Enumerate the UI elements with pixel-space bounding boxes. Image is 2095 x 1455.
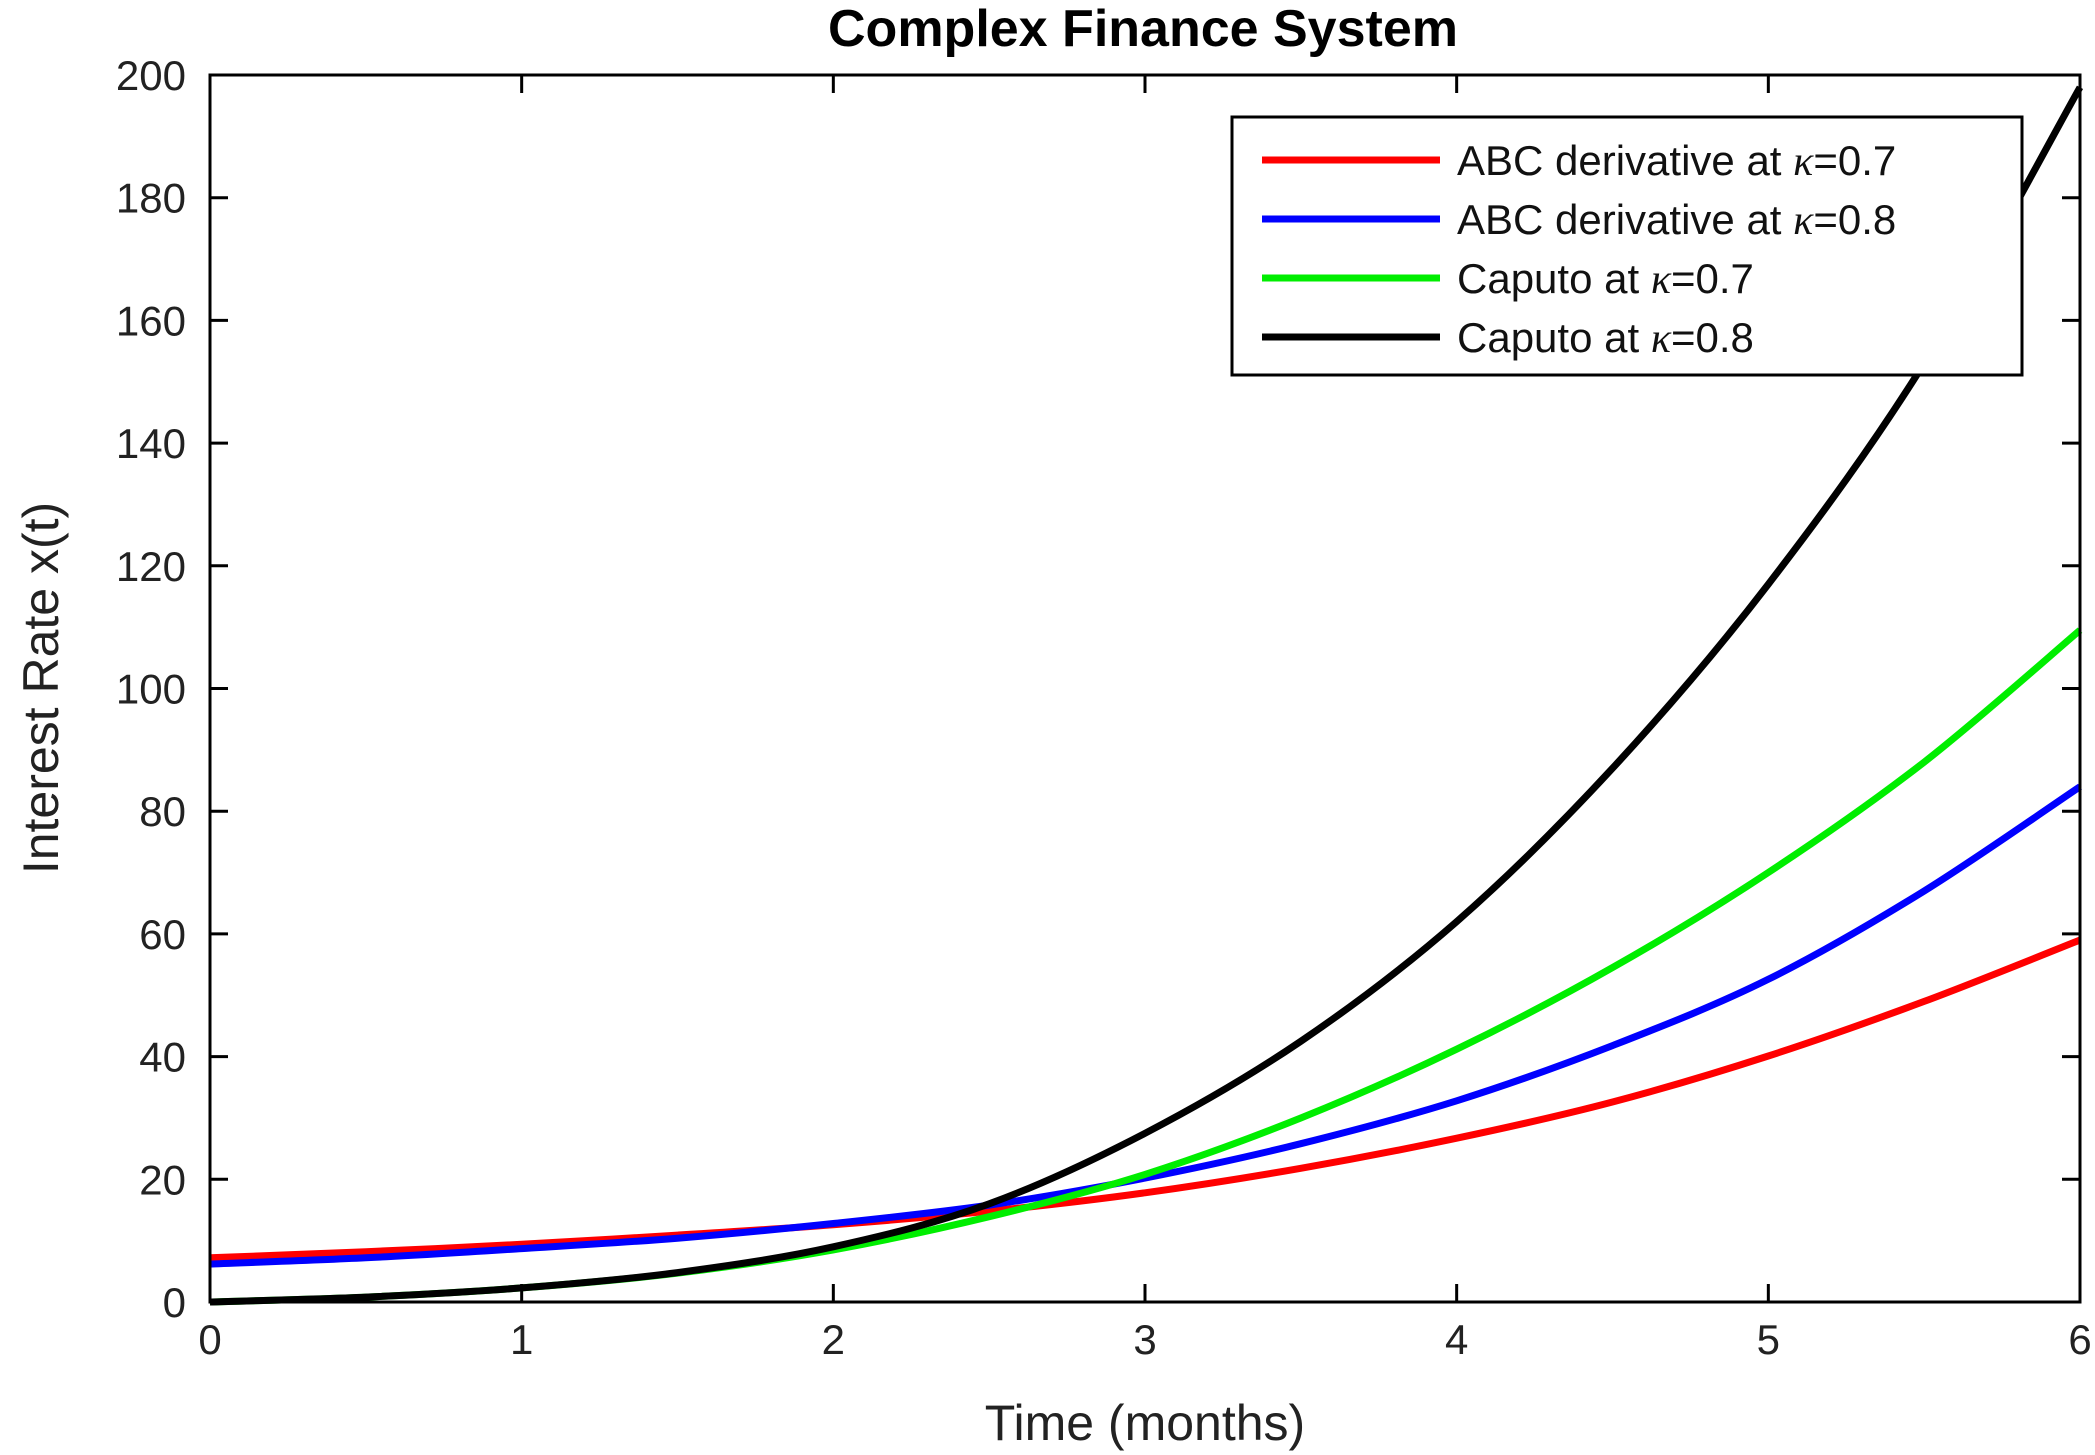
legend-label-suffix: =0.8	[1671, 314, 1754, 361]
series-line-2	[209, 783, 2082, 1268]
y-tick-label: 200	[116, 52, 186, 99]
y-axis-label: Interest Rate x(t)	[13, 502, 69, 874]
x-tick-label: 6	[2068, 1316, 2091, 1363]
legend-label-suffix: =0.8	[1813, 196, 1896, 243]
legend-label-4: Caputo at κ=0.8	[1457, 314, 1754, 362]
chart-title: Complex Finance System	[828, 0, 1458, 58]
legend-label-suffix: =0.7	[1813, 137, 1896, 184]
y-tick-label: 160	[116, 297, 186, 344]
legend-label-kappa: κ	[1651, 257, 1672, 303]
legend-label-prefix: ABC derivative at	[1457, 196, 1793, 243]
x-axis: 0 1 2 3 4 5 6	[198, 75, 2092, 1363]
y-tick-label: 80	[139, 788, 186, 835]
x-tick-label: 2	[822, 1316, 845, 1363]
legend-label-prefix: ABC derivative at	[1457, 137, 1793, 184]
legend-label-2: ABC derivative at κ=0.8	[1457, 196, 1896, 244]
x-tick-label: 3	[1133, 1316, 1156, 1363]
x-tick-label: 4	[1445, 1316, 1468, 1363]
legend-label-3: Caputo at κ=0.7	[1457, 255, 1754, 303]
x-tick-label: 1	[510, 1316, 533, 1363]
y-axis: 0 20 40 60 80 100 120 140 160 180 200	[116, 52, 2080, 1326]
x-tick-label: 0	[198, 1316, 221, 1363]
series-line-1	[209, 936, 2082, 1262]
y-tick-label: 140	[116, 420, 186, 467]
y-tick-label: 60	[139, 911, 186, 958]
y-tick-label: 180	[116, 175, 186, 222]
x-tick-label: 5	[1757, 1316, 1780, 1363]
legend-label-prefix: Caputo at	[1457, 314, 1651, 361]
legend-label-kappa: κ	[1651, 316, 1672, 362]
legend-label-1: ABC derivative at κ=0.7	[1457, 137, 1896, 185]
legend-label-kappa: κ	[1793, 198, 1814, 244]
series-line-4	[209, 85, 2084, 1306]
legend-label-prefix: Caputo at	[1457, 255, 1651, 302]
x-axis-label: Time (months)	[985, 1395, 1305, 1451]
y-tick-label: 20	[139, 1156, 186, 1203]
legend-label-suffix: =0.7	[1671, 255, 1754, 302]
y-tick-label: 120	[116, 543, 186, 590]
y-tick-label: 100	[116, 666, 186, 713]
y-tick-label: 40	[139, 1034, 186, 1081]
legend-label-kappa: κ	[1793, 139, 1814, 185]
y-tick-label: 0	[163, 1279, 186, 1326]
